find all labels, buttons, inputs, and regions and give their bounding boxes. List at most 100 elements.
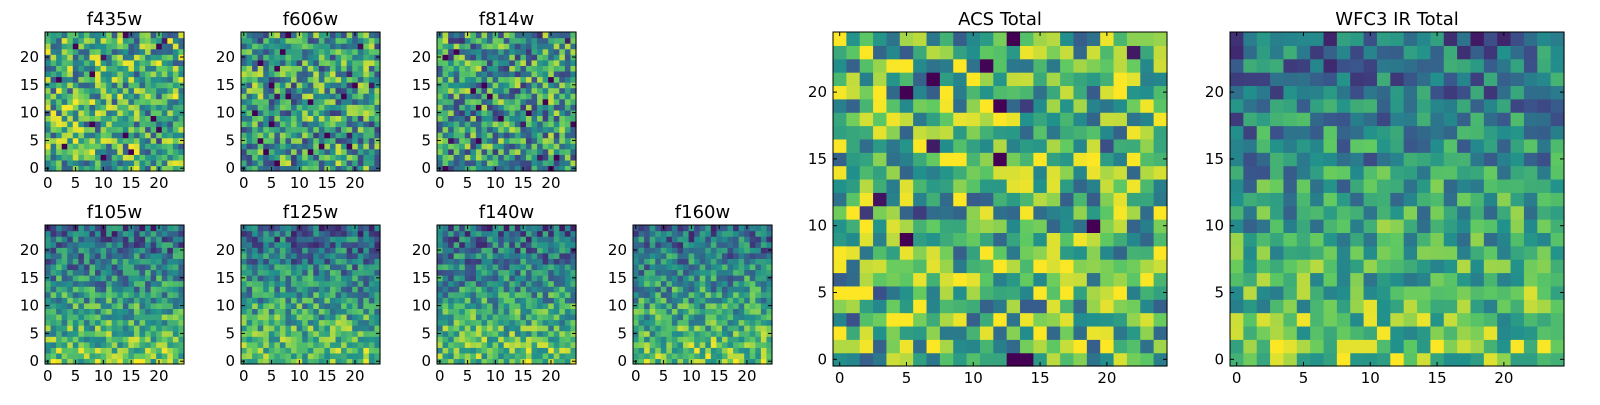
heatmap-cell — [728, 347, 734, 353]
heatmap-cell — [341, 347, 347, 353]
heatmap-cell — [722, 253, 728, 259]
heatmap-cell — [526, 38, 532, 44]
heatmap-cell — [269, 149, 275, 155]
heatmap-cell — [258, 160, 264, 166]
heatmap-cell — [140, 292, 146, 298]
heatmap-cell — [112, 258, 118, 264]
heatmap-cell — [700, 281, 706, 287]
heatmap-cell — [62, 60, 68, 66]
heatmap-cell — [341, 99, 347, 105]
heatmap-cell — [252, 138, 258, 144]
heatmap-cell — [860, 326, 874, 340]
heatmap-cell — [689, 281, 695, 287]
heatmap-cell — [285, 247, 291, 253]
heatmap-cell — [677, 225, 683, 231]
heatmap-cell — [363, 242, 369, 248]
heatmap-cell — [481, 149, 487, 155]
heatmap-cell — [498, 32, 504, 38]
heatmap-cell — [117, 49, 123, 55]
heatmap-cell — [1114, 259, 1128, 273]
heatmap-cell — [953, 339, 967, 353]
heatmap-cell — [548, 149, 554, 155]
heatmap-cell — [1154, 206, 1168, 220]
heatmap-cell — [56, 127, 62, 133]
heatmap-cell — [437, 104, 443, 110]
heatmap-cell — [437, 65, 443, 71]
heatmap-cell — [705, 325, 711, 331]
heatmap-cell — [666, 264, 672, 270]
heatmap-cell — [515, 138, 521, 144]
heatmap-cell — [363, 258, 369, 264]
heatmap-cell — [873, 152, 887, 166]
heatmap-cell — [67, 292, 73, 298]
heatmap-cell — [123, 269, 129, 275]
heatmap-cell — [173, 65, 179, 71]
heatmap-cell — [515, 38, 521, 44]
heatmap-cell — [993, 232, 1007, 246]
heatmap-cell — [559, 76, 565, 82]
heatmap-cell — [493, 242, 499, 248]
heatmap-cell — [112, 115, 118, 121]
heatmap-cell — [84, 231, 90, 237]
heatmap-cell — [1033, 152, 1047, 166]
heatmap-cell — [336, 160, 342, 166]
heatmap-cell — [650, 353, 656, 359]
heatmap-cell — [520, 325, 526, 331]
heatmap-cell — [722, 258, 728, 264]
heatmap-cell — [291, 258, 297, 264]
heatmap-cell — [733, 303, 739, 309]
heatmap-cell — [543, 314, 549, 320]
heatmap-cell — [263, 110, 269, 116]
heatmap-cell — [101, 71, 107, 77]
heatmap-cell — [51, 308, 57, 314]
heatmap-cell — [1114, 272, 1128, 286]
heatmap-cell — [739, 225, 745, 231]
heatmap-cell — [459, 308, 465, 314]
heatmap-cell — [45, 258, 51, 264]
heatmap-cell — [661, 269, 667, 275]
heatmap-cell — [526, 320, 532, 326]
heatmap-cell — [324, 160, 330, 166]
heatmap-cell — [532, 303, 538, 309]
heatmap-cell — [151, 286, 157, 292]
heatmap-cell — [291, 231, 297, 237]
heatmap-cell — [241, 160, 247, 166]
heatmap-cell — [313, 93, 319, 99]
heatmap-cell — [454, 275, 460, 281]
heatmap-cell — [336, 143, 342, 149]
heatmap-cell — [655, 342, 661, 348]
heatmap-cell — [700, 320, 706, 326]
heatmap-cell — [274, 253, 280, 259]
heatmap-cell — [62, 49, 68, 55]
heatmap-cell — [700, 269, 706, 275]
heatmap-cell — [274, 71, 280, 77]
y-tick-label: 20 — [216, 48, 235, 66]
heatmap-cell — [319, 325, 325, 331]
heatmap-cell — [761, 297, 767, 303]
heatmap-cell — [56, 38, 62, 44]
heatmap-cell — [650, 297, 656, 303]
heatmap-cell — [140, 49, 146, 55]
heatmap-cell — [559, 127, 565, 133]
heatmap-cell — [128, 320, 134, 326]
heatmap-cell — [156, 281, 162, 287]
heatmap-cell — [728, 264, 734, 270]
heatmap-cell — [285, 132, 291, 138]
heatmap-cell — [454, 115, 460, 121]
heatmap-cell — [728, 308, 734, 314]
heatmap-cell — [565, 104, 571, 110]
heatmap-cell — [689, 236, 695, 242]
heatmap-cell — [67, 275, 73, 281]
heatmap-cell — [285, 308, 291, 314]
heatmap-cell — [940, 179, 954, 193]
heatmap-cell — [520, 236, 526, 242]
heatmap-cell — [755, 242, 761, 248]
heatmap-cell — [324, 247, 330, 253]
heatmap-cell — [363, 143, 369, 149]
heatmap-cell — [437, 43, 443, 49]
heatmap-cell — [532, 308, 538, 314]
heatmap-cell — [1007, 192, 1021, 206]
heatmap-cell — [263, 38, 269, 44]
heatmap-cell — [1007, 259, 1021, 273]
